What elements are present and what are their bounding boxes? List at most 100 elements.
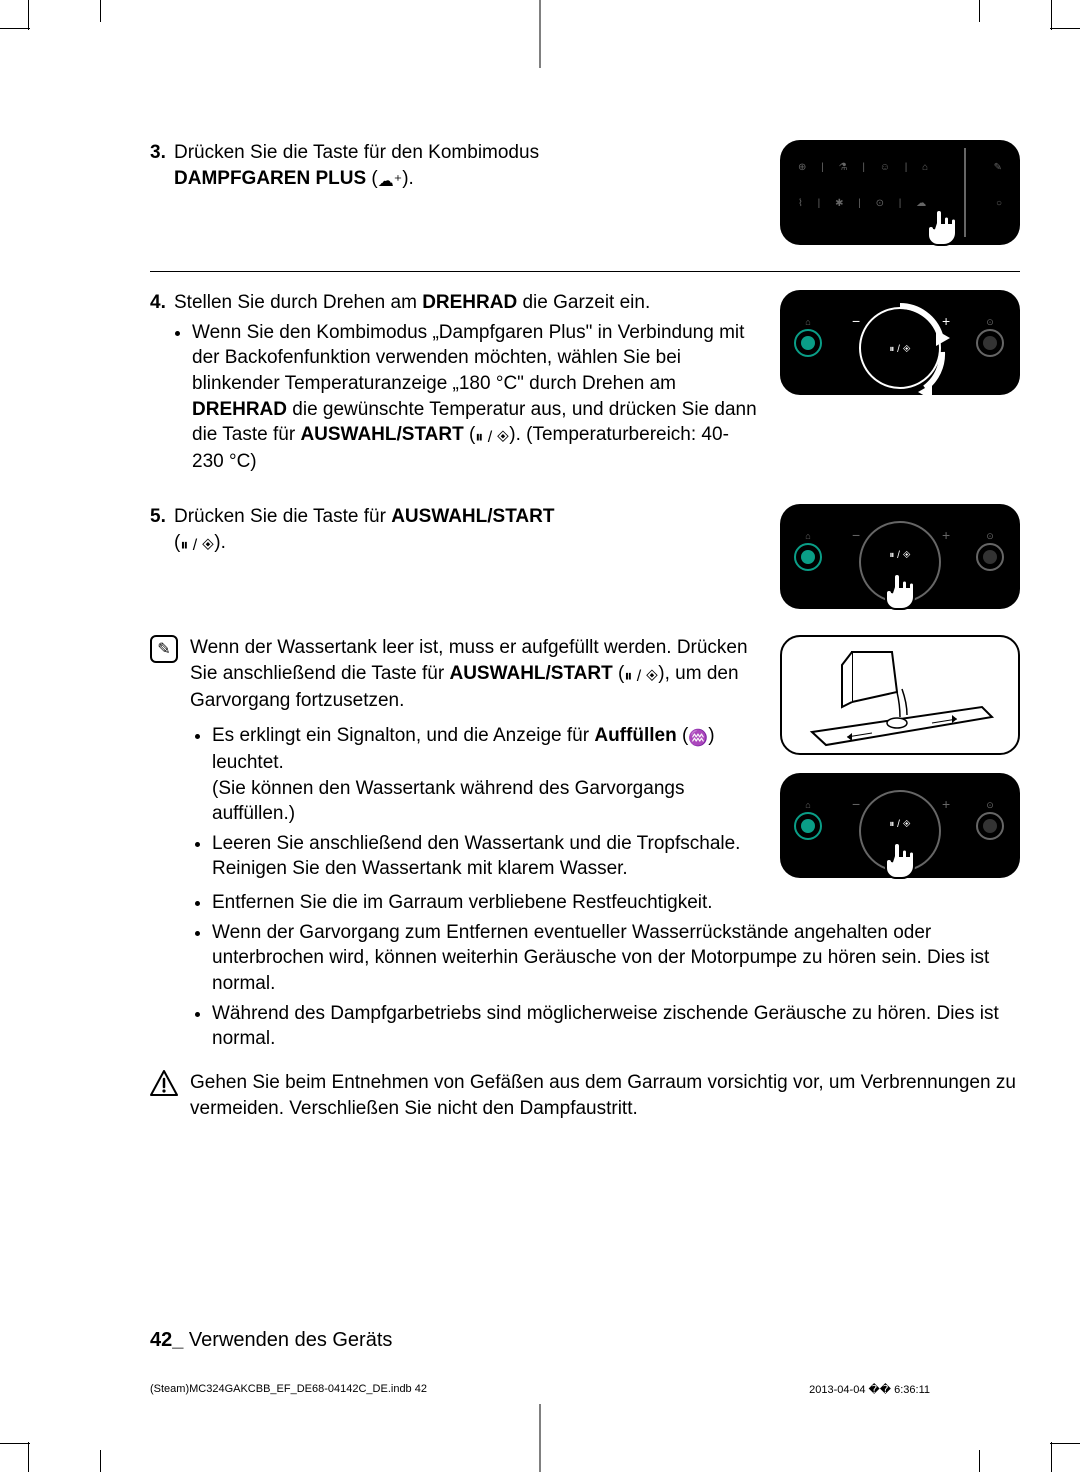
warning-icon — [150, 1070, 178, 1096]
page-number: 42_ — [150, 1329, 183, 1351]
text: Stellen Sie durch Drehen am — [174, 292, 422, 313]
svg-text:⌂: ⌂ — [805, 531, 810, 541]
hand-pointer-icon — [880, 567, 920, 615]
crop-mark — [0, 1443, 30, 1444]
step-4-text: Stellen Sie durch Drehen am DREHRAD die … — [174, 290, 760, 478]
text: ( — [677, 725, 689, 746]
steam-plus-icon: ☁⁺ — [378, 173, 402, 190]
imprint-filename: (Steam)MC324GAKCBB_EF_DE68-04142C_DE.ind… — [150, 1383, 427, 1396]
list-item: Wenn der Garvorgang zum Entfernen eventu… — [212, 920, 1020, 997]
panel-icon: ✱ — [835, 198, 849, 209]
imprint-line: (Steam)MC324GAKCBB_EF_DE68-04142C_DE.ind… — [150, 1383, 930, 1396]
list-item: Entfernen Sie die im Garraum verbliebene… — [212, 890, 1020, 916]
svg-text:+: + — [942, 527, 950, 543]
crop-mark — [1051, 1442, 1052, 1472]
refill-icon: ♒ — [688, 730, 708, 747]
panel-icon: ☺ — [880, 162, 896, 173]
text: Es erklingt ein Signalton, und die Anzei… — [212, 725, 594, 746]
note-icon: ✎ — [150, 635, 178, 663]
text: ). — [214, 532, 226, 553]
text-bold: DREHRAD — [192, 399, 287, 420]
text: die Garzeit ein. — [517, 292, 650, 313]
panel-sep: | — [905, 162, 914, 173]
svg-text:−: − — [852, 527, 860, 543]
crop-mark — [28, 1442, 29, 1472]
svg-text:⊙: ⊙ — [986, 800, 994, 810]
select-start-icon: ⏸ / ◈ — [180, 537, 214, 554]
panel-sep: | — [858, 198, 867, 209]
crop-mark — [1050, 28, 1080, 29]
dial-panel-illustration-step5: ⌂ ⊙ ⏸ / ◈ − + — [780, 504, 1020, 609]
step-5-row: 5. Drücken Sie die Taste für AUSWAHL/STA… — [150, 504, 1020, 609]
crop-mark — [1050, 1443, 1080, 1444]
text-bold: AUSWAHL/START — [449, 663, 612, 684]
caution-text: Gehen Sie beim Entnehmen von Gefäßen aus… — [190, 1072, 1016, 1119]
panel-icon: ⊕ — [798, 162, 812, 173]
content: 3. Drücken Sie die Taste für den Kombimo… — [150, 140, 1020, 1121]
crop-mark — [100, 0, 101, 22]
step-3-row: 3. Drücken Sie die Taste für den Kombimo… — [150, 140, 1020, 245]
note-block: ✎ Wenn der Wassertank leer ist, muss er … — [150, 635, 1020, 886]
text: ). — [402, 168, 414, 189]
svg-text:−: − — [852, 796, 860, 812]
caution-block: Gehen Sie beim Entnehmen von Gefäßen aus… — [150, 1070, 1020, 1121]
svg-text:⏸ / ◈: ⏸ / ◈ — [889, 819, 910, 830]
panel-icon: ⚗ — [839, 162, 854, 173]
step-number: 4. — [150, 290, 174, 478]
crop-mark — [1051, 0, 1052, 30]
select-start-icon: ⏸ / ◈ — [624, 668, 658, 685]
panel-icon: ○ — [996, 198, 1002, 209]
svg-text:⏸ / ◈: ⏸ / ◈ — [889, 550, 910, 561]
note-continued: Entfernen Sie die im Garraum verbliebene… — [190, 890, 1020, 1052]
plus-label: + — [942, 313, 950, 329]
divider — [150, 271, 1020, 272]
dial-svg: ⌂ ⊙ ⏸ / ◈ − + — [780, 290, 1020, 395]
svg-text:⌂: ⌂ — [805, 800, 810, 810]
crop-mark — [540, 0, 541, 68]
text: Drücken Sie die Taste für — [174, 506, 391, 527]
water-tank-illustration — [780, 635, 1020, 755]
pencil-icon: ✎ — [157, 639, 170, 661]
text-bold: Auffüllen — [594, 725, 676, 746]
text-bold: AUSWAHL/START — [391, 506, 554, 527]
dial-panel-illustration-step4: ⌂ ⊙ ⏸ / ◈ − + — [780, 290, 1020, 395]
list-item: Leeren Sie anschließend den Wassertank u… — [212, 831, 760, 882]
step-number: 3. — [150, 140, 174, 192]
crop-mark — [100, 1450, 101, 1472]
text: Wenn Sie den Kombimodus „Dampfgaren Plus… — [192, 322, 744, 394]
step-3-text: Drücken Sie die Taste für den Kombimodus… — [174, 140, 760, 192]
panel-sep: | — [899, 198, 908, 209]
page-footer-title: 42_ Verwenden des Geräts — [150, 1329, 392, 1352]
panel-icon: ⌂ — [922, 162, 934, 173]
step-number: 5. — [150, 504, 174, 556]
minus-label: − — [852, 313, 860, 329]
panel-icon: ✎ — [994, 162, 1002, 173]
svg-text:⊙: ⊙ — [986, 317, 994, 327]
imprint-timestamp: 2013-04-04 �� 6:36:11 — [809, 1383, 930, 1396]
list-item: Es erklingt ein Signalton, und die Anzei… — [212, 723, 760, 827]
page: 3. Drücken Sie die Taste für den Kombimo… — [0, 0, 1080, 1472]
text: Drücken Sie die Taste für den Kombimodus — [174, 142, 539, 163]
list-item: Während des Dampfgarbetriebs sind möglic… — [212, 1001, 1020, 1052]
control-panel-illustration-step3: ⊕ | ⚗ | ☺ | ⌂ ⌇ | ✱ | ⊙ | — [780, 140, 1020, 245]
panel-sep: | — [821, 162, 830, 173]
svg-text:+: + — [942, 796, 950, 812]
text: (Sie können den Wassertank während des G… — [212, 778, 684, 825]
list-item: Wenn Sie den Kombimodus „Dampfgaren Plus… — [192, 320, 760, 475]
crop-mark — [979, 1450, 980, 1472]
crop-mark — [979, 0, 980, 22]
select-start-icon: ⏸ / ◈ — [475, 429, 509, 446]
text: ( — [366, 168, 378, 189]
crop-mark — [0, 28, 30, 29]
panel-icon: ⊙ — [876, 198, 890, 209]
section-title: Verwenden des Geräts — [183, 1329, 392, 1351]
dial-label: ⏸ / ◈ — [889, 344, 910, 355]
text: ( — [464, 424, 476, 445]
svg-text:⊙: ⊙ — [986, 531, 994, 541]
panel-icon: ⌇ — [798, 198, 809, 209]
svg-text:⌂: ⌂ — [805, 317, 810, 327]
crop-mark — [28, 0, 29, 30]
text: ( — [613, 663, 625, 684]
panel-sep: | — [862, 162, 871, 173]
text-bold: AUSWAHL/START — [300, 424, 463, 445]
